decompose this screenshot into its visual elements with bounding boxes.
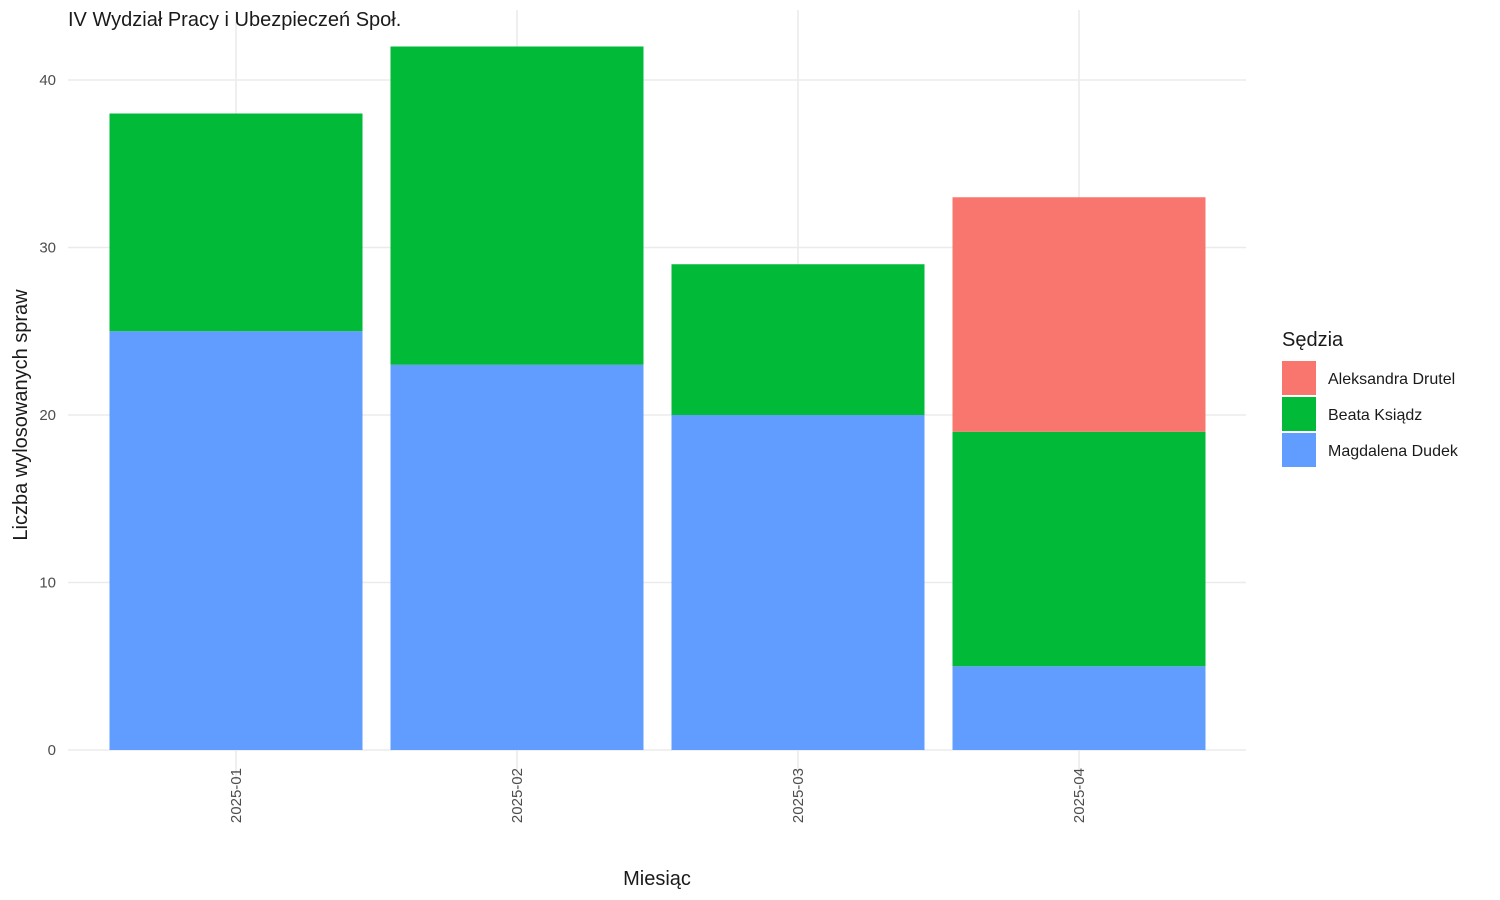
bar-segment [952, 197, 1206, 432]
bar-segment [671, 264, 925, 415]
legend-swatch [1282, 361, 1316, 395]
legend-label: Aleksandra Drutel [1328, 371, 1455, 388]
bars [109, 46, 1206, 750]
legend: Sędzia Aleksandra Drutel Beata Ksiądz Magd… [1282, 329, 1459, 467]
bar-segment [952, 666, 1206, 750]
x-tick-label: 2025-03 [790, 768, 807, 823]
y-tick-label: 10 [39, 575, 56, 592]
y-axis-ticks: 0 10 20 30 40 [39, 72, 56, 759]
x-tick-label: 2025-01 [228, 768, 245, 823]
x-axis-title: Miesiąc [623, 868, 691, 890]
y-tick-label: 20 [39, 407, 56, 424]
chart-title: IV Wydział Pracy i Ubezpieczeń Społ. [68, 9, 401, 31]
legend-swatch [1282, 433, 1316, 467]
y-tick-label: 0 [48, 742, 56, 759]
y-tick-label: 40 [39, 72, 56, 89]
legend-title: Sędzia [1282, 329, 1344, 351]
bar-segment [671, 415, 925, 750]
y-axis-title: Liczba wylosowanych spraw [10, 289, 32, 541]
x-axis-ticks: 2025-01 2025-02 2025-03 2025-04 [228, 768, 1088, 823]
legend-label: Magdalena Dudek [1328, 443, 1459, 460]
legend-label: Beata Ksiądz [1328, 407, 1422, 424]
bar-segment [390, 364, 644, 750]
bar-segment [109, 331, 363, 750]
x-tick-label: 2025-04 [1071, 768, 1088, 823]
bar-segment [109, 113, 363, 332]
bar-segment [952, 431, 1206, 667]
bar-segment [390, 46, 644, 365]
x-tick-label: 2025-02 [509, 768, 526, 823]
legend-swatch [1282, 397, 1316, 431]
y-tick-label: 30 [39, 240, 56, 257]
